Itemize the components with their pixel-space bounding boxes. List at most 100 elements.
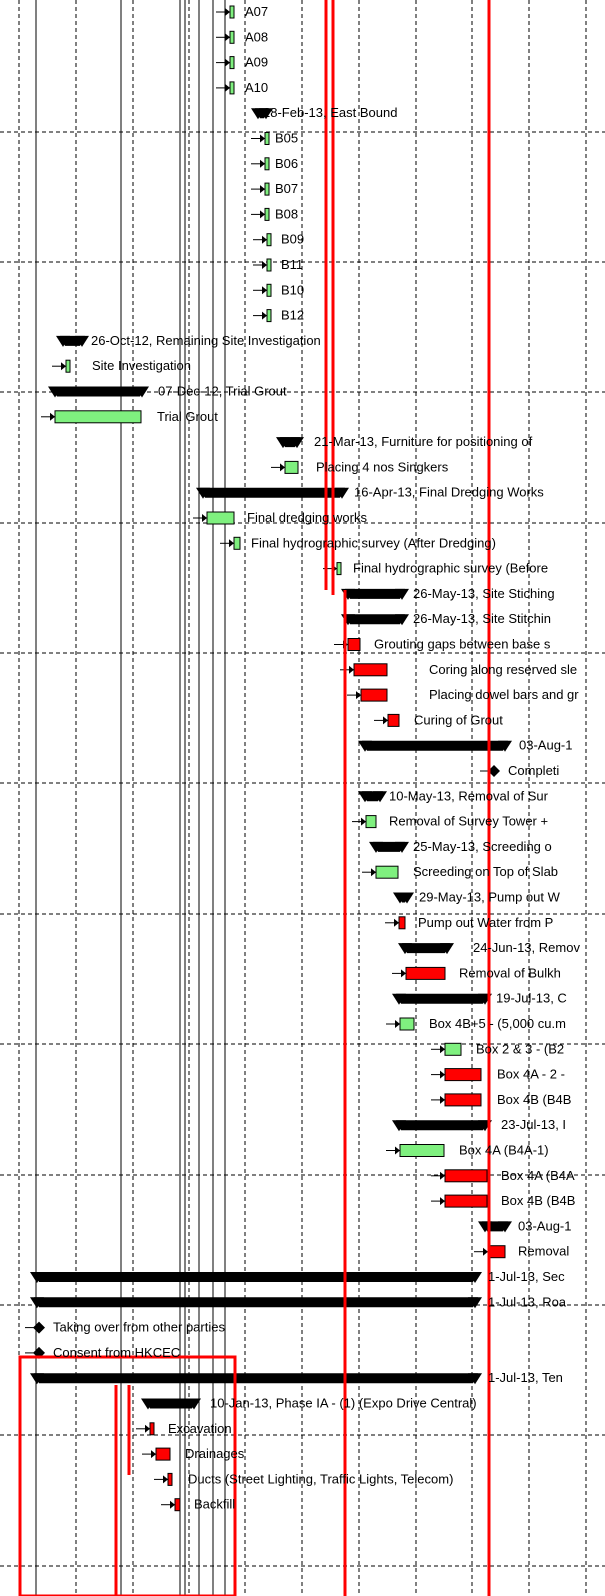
- critical-task-bar: [444, 1169, 488, 1183]
- task-bar: [233, 536, 241, 550]
- task-label: Ducts (Street Lighting, Traffic Lights, …: [188, 1471, 453, 1486]
- task-label: Box 4B (B4B: [497, 1092, 571, 1107]
- task-bar: [266, 283, 272, 297]
- dependency-arrow: [225, 33, 230, 42]
- task-label: 21-Mar-13, Furniture for positioning of: [314, 434, 533, 449]
- task-bar: [266, 258, 272, 272]
- task-bar: [206, 511, 235, 525]
- task-label: Pump out Water from P: [418, 915, 553, 930]
- summary-start-marker: [141, 1398, 155, 1410]
- task-label: 10-May-13, Removal of Sur: [389, 788, 549, 803]
- critical-task-bar: [405, 966, 446, 980]
- task-bar: [264, 132, 270, 145]
- dependency-arrow: [394, 918, 399, 927]
- summary-end-marker: [135, 386, 149, 398]
- dependency-arrow: [225, 8, 230, 16]
- critical-task-bar: [360, 688, 388, 702]
- dependency-arrow: [383, 716, 388, 725]
- task-bar: [229, 5, 235, 19]
- task-bar: [229, 81, 235, 95]
- dependency-arrow: [260, 210, 265, 219]
- task-label: Box 2 & 3 - (B2: [476, 1041, 564, 1056]
- critical-task-bar: [167, 1472, 173, 1486]
- task-label: B07: [275, 181, 298, 196]
- task-label: 03-Aug-1: [518, 1218, 571, 1233]
- dependency-arrow: [151, 1450, 156, 1459]
- task-label: Consent from HKCEC: [53, 1345, 180, 1360]
- task-bar: [399, 1144, 445, 1157]
- task-label: 24-Jun-13, Remov: [473, 940, 580, 955]
- dependency-arrow: [483, 1247, 488, 1256]
- summary-bar: [200, 487, 345, 498]
- summary-end-marker: [498, 740, 512, 752]
- task-label: Taking over from other parties: [53, 1320, 225, 1335]
- task-label: Placing dowel bars and gr: [429, 687, 579, 702]
- task-label: Backfill: [194, 1497, 235, 1512]
- summary-start-marker: [358, 740, 372, 752]
- summary-end-marker: [395, 841, 409, 853]
- task-label: 29-May-13, Pump out W: [419, 890, 561, 905]
- task-label: B09: [281, 232, 304, 247]
- task-bar: [65, 359, 71, 373]
- dependency-arrow: [440, 1171, 445, 1180]
- task-label: 28-Feb-13, East Bound: [263, 105, 397, 120]
- summary-start-marker: [30, 1373, 44, 1385]
- task-label: Box 4A (B4A: [501, 1168, 575, 1183]
- task-label: Removal of Bulkh: [459, 965, 561, 980]
- dependency-arrow: [440, 1070, 445, 1079]
- dependency-arrow: [440, 1197, 445, 1206]
- dependency-arrow: [145, 1424, 150, 1433]
- summary-start-marker: [30, 1297, 44, 1309]
- summary-bar: [402, 943, 450, 954]
- summary-start-marker: [48, 386, 62, 398]
- dependency-arrow: [440, 1095, 445, 1104]
- summary-end-marker: [290, 437, 304, 449]
- critical-task-bar: [487, 1245, 506, 1259]
- dependency-arrow: [225, 58, 230, 67]
- summary-end-marker: [373, 791, 387, 803]
- summary-bar: [396, 993, 488, 1004]
- critical-task-bar: [174, 1498, 181, 1512]
- dependency-arrow: [229, 539, 234, 548]
- task-label: Box 4B (B4B: [501, 1193, 575, 1208]
- task-bar: [365, 815, 377, 829]
- dependency-arrow: [61, 362, 66, 371]
- summary-bar: [34, 1373, 478, 1384]
- gantt-bars: [30, 5, 512, 1512]
- task-label: 1-Jul-13, Roa: [488, 1294, 567, 1309]
- task-label: 26-May-13, Site Stitchin: [413, 611, 551, 626]
- summary-end-marker: [259, 108, 273, 120]
- summary-end-marker: [395, 588, 409, 600]
- task-label: Trial Grout: [157, 409, 218, 424]
- dependency-links: [25, 0, 494, 1596]
- summary-end-marker: [468, 1297, 482, 1309]
- summary-bar: [362, 740, 508, 751]
- dependency-arrow: [356, 691, 361, 700]
- task-label: 1-Jul-13, Ten: [488, 1370, 563, 1385]
- gantt-labels: A07 A08 A09 A10 28-Feb-13, East Bound B05 B06 B…: [53, 4, 580, 1512]
- task-label: A07: [245, 4, 268, 19]
- summary-bar: [34, 1272, 478, 1282]
- task-label: 07-Dec-12, Trial Grout: [158, 384, 287, 399]
- critical-task-bar: [347, 638, 361, 651]
- task-bar: [284, 460, 299, 474]
- task-bar: [264, 157, 270, 171]
- critical-path-overlay: [18, 0, 491, 1596]
- task-label: Box 4A (B4A-1): [459, 1143, 549, 1158]
- summary-start-marker: [392, 993, 406, 1005]
- critical-task-bar: [444, 1093, 482, 1107]
- task-label: Coring along reserved sle: [429, 662, 577, 677]
- dependency-arrow: [50, 412, 55, 421]
- task-label: A09: [245, 55, 268, 70]
- summary-bar: [145, 1398, 197, 1409]
- critical-task-bar: [353, 663, 388, 677]
- summary-end-marker: [187, 1398, 201, 1410]
- dependency-arrow: [225, 83, 230, 92]
- dependency-arrow: [262, 235, 267, 244]
- milestone-diamond: [33, 1321, 45, 1334]
- task-label: Box 4A - 2 -: [497, 1067, 565, 1082]
- task-label: B05: [275, 131, 298, 146]
- dependency-arrow: [280, 463, 285, 472]
